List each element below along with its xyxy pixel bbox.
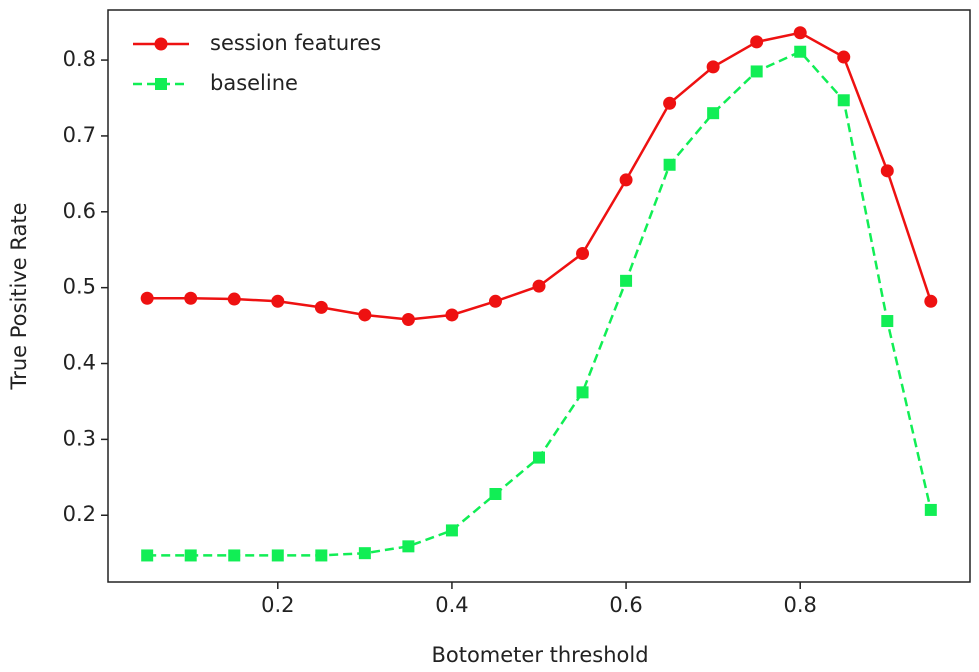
data-point (228, 549, 241, 562)
data-point (663, 158, 676, 171)
legend-marker (154, 37, 168, 51)
data-point (532, 279, 546, 293)
x-tick-label: 0.8 (784, 593, 817, 617)
data-point (489, 488, 502, 500)
data-point (227, 292, 241, 306)
data-point (924, 294, 938, 308)
data-point (358, 308, 372, 322)
data-point (533, 451, 545, 464)
data-point (445, 308, 459, 322)
data-point (401, 313, 415, 327)
data-point (750, 65, 763, 78)
data-point (837, 50, 851, 64)
data-point (881, 315, 894, 328)
y-axis-label: True Positive Rate (7, 202, 31, 390)
data-point (663, 96, 677, 110)
data-point (271, 549, 284, 562)
data-point (314, 300, 328, 314)
y-tick-label: 0.2 (63, 502, 96, 526)
data-point (794, 45, 807, 58)
data-point (140, 291, 154, 305)
data-point (706, 60, 720, 74)
legend-label: baseline (210, 71, 298, 95)
data-point (402, 540, 415, 553)
data-point (924, 503, 937, 516)
data-point (271, 294, 285, 308)
x-tick-label: 0.2 (261, 593, 294, 617)
data-point (184, 291, 198, 305)
x-tick-label: 0.6 (609, 593, 642, 617)
data-point (141, 549, 154, 562)
legend-label: session features (210, 31, 381, 55)
data-point (880, 164, 894, 178)
data-point (620, 274, 633, 287)
series-line (147, 50, 933, 557)
data-point (488, 294, 502, 308)
y-tick-label: 0.4 (63, 351, 96, 375)
data-point (793, 26, 807, 40)
legend-marker (155, 78, 167, 90)
data-point (445, 524, 458, 537)
y-tick-label: 0.8 (63, 47, 96, 71)
y-tick-label: 0.3 (63, 426, 96, 450)
data-point (619, 173, 633, 187)
x-tick-label: 0.4 (435, 593, 468, 617)
data-point (837, 94, 850, 107)
y-tick-label: 0.6 (63, 199, 96, 223)
data-point (750, 35, 764, 49)
data-point (315, 549, 328, 562)
y-tick-label: 0.7 (63, 123, 96, 147)
data-point (707, 107, 720, 120)
x-axis-label: Botometer threshold (431, 643, 648, 667)
data-point (576, 247, 590, 261)
plot-frame (107, 9, 971, 583)
data-point (184, 549, 197, 562)
y-tick-label: 0.5 (63, 275, 96, 299)
data-point (576, 386, 589, 399)
data-point (358, 547, 371, 560)
